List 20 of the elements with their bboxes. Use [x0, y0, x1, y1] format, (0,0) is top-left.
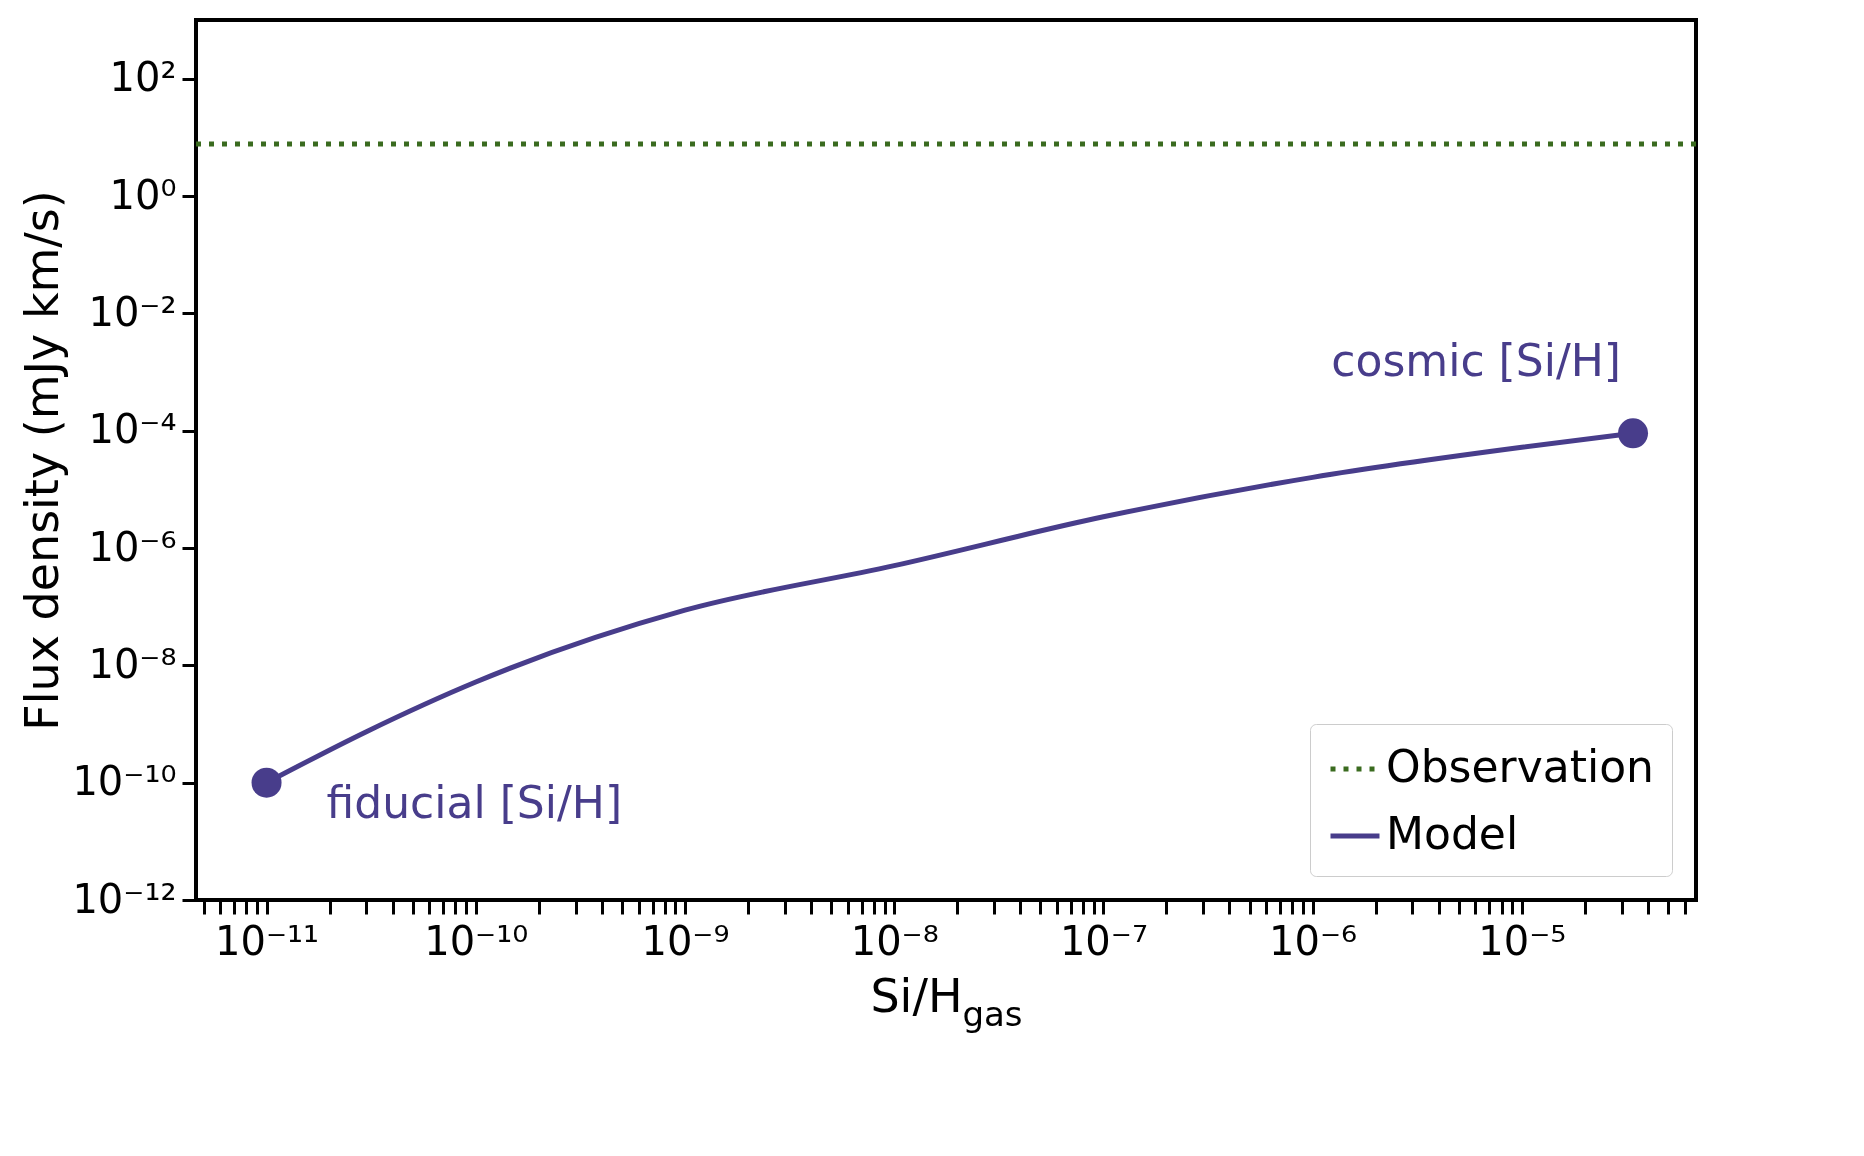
y-tick-label: 10⁰: [109, 171, 177, 218]
y-tick-label: 10⁻¹²: [72, 875, 177, 922]
x-tick-label: 10⁻⁹: [641, 917, 730, 964]
x-tick-label: 10⁻⁸: [850, 917, 939, 964]
y-tick-label: 10⁻⁸: [88, 640, 177, 687]
y-tick-label: 10⁻⁶: [88, 523, 177, 570]
annotation: fiducial [Si/H]: [326, 776, 623, 828]
x-tick-label: 10⁻⁵: [1478, 917, 1567, 964]
y-axis-title: Flux density (mJy km/s): [15, 190, 70, 731]
y-tick-label: 10²: [109, 54, 177, 101]
legend-label: Observation: [1386, 741, 1654, 792]
x-tick-label: 10⁻¹⁰: [424, 917, 529, 964]
annotation: cosmic [Si/H]: [1331, 335, 1622, 387]
x-tick-label: 10⁻¹¹: [215, 917, 320, 964]
y-tick-label: 10⁻¹⁰: [72, 758, 177, 805]
legend-label: Model: [1386, 808, 1519, 859]
y-tick-label: 10⁻²: [88, 288, 177, 335]
x-tick-label: 10⁻⁷: [1059, 917, 1148, 964]
x-tick-label: 10⁻⁶: [1269, 917, 1358, 964]
y-tick-label: 10⁻⁴: [88, 406, 177, 453]
